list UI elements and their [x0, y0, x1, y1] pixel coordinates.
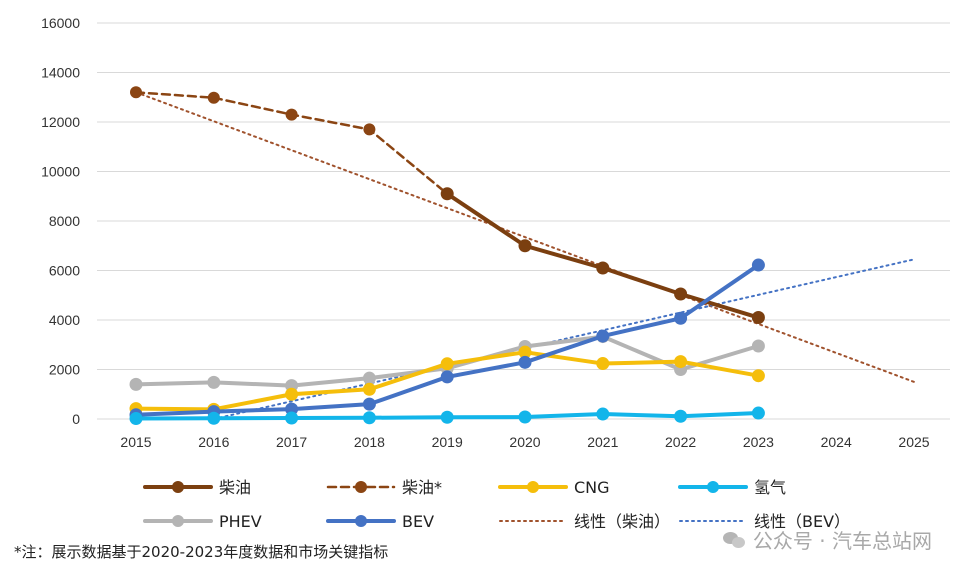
y-tick-label: 4000 [49, 312, 80, 328]
x-tick-label: 2023 [743, 434, 774, 450]
data-point [440, 357, 454, 371]
trendline [135, 91, 915, 383]
trendline [212, 258, 915, 420]
x-tick-label: 2020 [509, 434, 540, 450]
data-point [207, 375, 221, 389]
legend: 柴油 柴油* CNG 氢气 PHEV BEV 线性（柴油） 线性（BEV） [143, 478, 850, 531]
x-tick-label: 2025 [898, 434, 929, 450]
data-point [674, 355, 688, 369]
data-point [674, 409, 688, 423]
y-tick-label: 6000 [49, 263, 80, 279]
y-tick-label: 12000 [41, 114, 80, 130]
data-point [285, 402, 299, 416]
legend-label: PHEV [219, 512, 262, 531]
y-tick-label: 8000 [49, 213, 80, 229]
data-point [751, 258, 765, 272]
y-tick-label: 14000 [41, 65, 80, 81]
data-point [285, 108, 298, 121]
legend-label: 氢气 [754, 478, 786, 497]
data-point [596, 357, 610, 371]
legend-swatch-marker [527, 481, 539, 493]
y-tick-label: 0 [72, 411, 80, 427]
x-tick-label: 2021 [587, 434, 618, 450]
legend-swatch-marker [172, 481, 184, 493]
data-point [596, 329, 610, 343]
legend-label: 线性（BEV） [754, 512, 850, 531]
data-point [751, 369, 765, 383]
y-axis-tick-labels: 0 2000 4000 6000 8000 10000 12000 14000 16000 [41, 15, 80, 427]
x-tick-label: 2017 [276, 434, 307, 450]
data-point [207, 91, 220, 104]
y-tick-label: 16000 [41, 15, 80, 31]
data-point [362, 411, 376, 425]
data-point [674, 311, 688, 325]
data-point [751, 406, 765, 420]
data-point [751, 311, 765, 325]
legend-swatch-marker [355, 515, 367, 527]
x-tick-label: 2019 [432, 434, 463, 450]
legend-swatch-marker [707, 481, 719, 493]
data-point [362, 371, 376, 385]
y-tick-label: 2000 [49, 362, 80, 378]
legend-label: 柴油* [402, 478, 442, 497]
data-point [518, 345, 532, 359]
x-tick-label: 2016 [198, 434, 229, 450]
data-point [363, 123, 376, 136]
gridlines [97, 22, 950, 420]
data-point [518, 410, 532, 424]
data-point [674, 287, 688, 301]
legend-label: 线性（柴油） [574, 512, 670, 531]
data-point [596, 261, 610, 275]
data-point [129, 377, 143, 391]
series-line [134, 91, 449, 196]
x-axis-tick-labels: 2015 2016 2017 2018 2019 2020 2021 2022 2023 2024… [120, 434, 929, 450]
wechat-icon [722, 530, 747, 550]
x-tick-label: 2024 [821, 434, 852, 450]
data-point [129, 412, 143, 426]
legend-label: 柴油 [219, 478, 251, 497]
data-point [440, 187, 454, 201]
data-point [130, 86, 142, 99]
legend-swatch-marker [355, 481, 367, 493]
x-tick-label: 2022 [665, 434, 696, 450]
watermark: 公众号 · 汽车总站网 [722, 525, 932, 554]
data-point [362, 397, 376, 411]
series-lines [129, 86, 765, 426]
y-tick-label: 10000 [41, 164, 80, 180]
data-point [285, 387, 299, 401]
legend-label: BEV [402, 512, 434, 531]
data-point [751, 339, 765, 353]
x-tick-label: 2018 [354, 434, 385, 450]
data-point [596, 407, 610, 421]
data-point [285, 411, 299, 425]
data-point [362, 382, 376, 396]
watermark-text: 公众号 · 汽车总站网 [752, 529, 932, 553]
x-tick-label: 2015 [120, 434, 151, 450]
data-point [207, 411, 221, 425]
legend-swatch-marker [172, 515, 184, 527]
footnote: *注：展示数据基于2020-2023年度数据和市场关键指标 [14, 543, 389, 561]
data-point [518, 355, 532, 369]
data-point [440, 370, 454, 384]
data-point [518, 239, 532, 253]
data-point [440, 410, 454, 424]
legend-label: CNG [574, 478, 610, 497]
